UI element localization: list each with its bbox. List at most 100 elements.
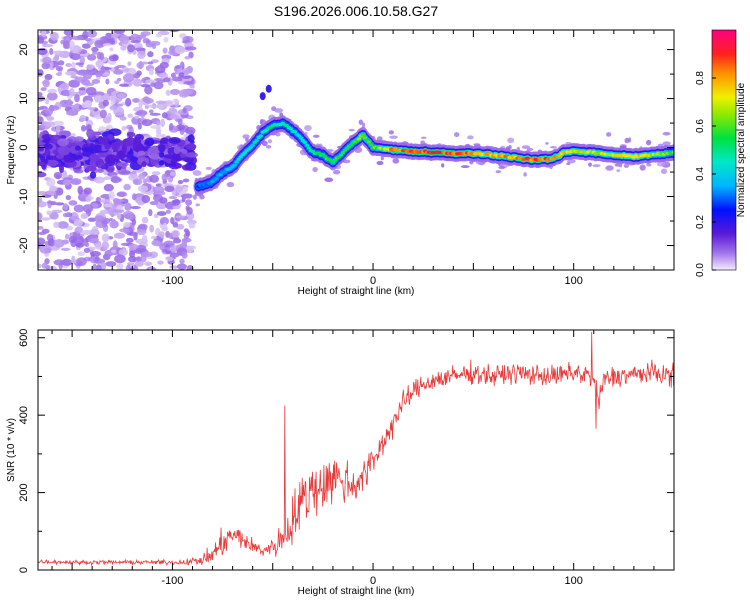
spectrogram-cell: [64, 233, 70, 240]
spectrogram-cell: [151, 59, 159, 64]
spectrogram-cell: [169, 114, 180, 120]
spectrogram-cell: [168, 123, 174, 131]
spectrogram-cell: [265, 84, 272, 93]
spectrogram-cell: [181, 164, 191, 171]
spectrogram-cell: [108, 55, 119, 62]
spectrogram-cell: [177, 119, 183, 126]
spectrogram-cell: [123, 183, 131, 191]
spectrogram-cell: [161, 112, 168, 119]
snr-frame: [37, 329, 675, 571]
spectrogram-cell: [63, 154, 72, 162]
spectrogram-cell: [98, 136, 109, 145]
spectrogram-cell: [639, 164, 646, 171]
spectrogram-cell: [151, 43, 157, 50]
spectrogram-cell: [91, 79, 101, 84]
spectrogram-cell: [68, 235, 78, 244]
spectrogram-cell: [42, 56, 52, 64]
spectrogram-cell: [38, 161, 46, 166]
spectrogram-cell: [116, 191, 127, 197]
spectrogram-cell: [134, 261, 144, 267]
spectrogram-cell: [81, 229, 93, 235]
spectrogram-cell: [47, 238, 56, 247]
spectrogram-cell: [121, 125, 127, 131]
spectrogram-cell: [149, 112, 161, 116]
spectrogram-cell: [174, 46, 186, 54]
spectrogram-cell: [82, 71, 92, 80]
spectrogram-cell: [83, 187, 93, 195]
spectrogram-cell: [91, 51, 98, 55]
spectrogram-cell: [130, 40, 141, 44]
spectrogram-cell: [53, 171, 63, 179]
plot-marks: [38, 30, 674, 270]
spectrogram-cell: [182, 186, 188, 193]
spectrogram-cell: [38, 231, 47, 236]
spectrogram-cell: [149, 224, 155, 233]
spectrogram-cell: [121, 144, 127, 154]
spectrogram-cell: [110, 249, 117, 254]
spectrogram-cell: [56, 72, 63, 77]
spectrogram-cell: [155, 100, 167, 105]
spectrogram-cell: [605, 165, 614, 171]
spectrogram-cell: [158, 144, 166, 153]
spectrogram-cell: [111, 218, 117, 226]
spectrogram-cell: [38, 197, 43, 204]
spectrogram-cell: [95, 60, 104, 68]
spectrogram-cell: [144, 85, 153, 95]
snr-xlabel: Height of straight line (km): [298, 586, 415, 597]
spectrogram-cell: [137, 122, 142, 130]
spectrogram-cell: [96, 264, 102, 270]
spectrogram-cell: [49, 185, 58, 192]
spectrogram-cell: [453, 132, 460, 138]
spectrogram-cell: [38, 92, 43, 97]
spectrogram-cell: [150, 235, 157, 240]
spectrogram-cell: [44, 121, 56, 128]
spectrogram-cell: [85, 165, 97, 172]
spectrogram-cell: [73, 104, 80, 110]
spectrogram-cell: [107, 96, 114, 101]
spectrogram-cell: [86, 54, 97, 61]
spectrogram-cell: [360, 133, 366, 137]
spectrogram-cell: [161, 173, 169, 182]
spectrogram-cell: [137, 185, 149, 192]
spectrogram-cell: [57, 85, 63, 93]
spectrogram-cell: [170, 216, 175, 225]
spectrogram-cell: [71, 255, 76, 264]
spectrogram-cell: [84, 100, 93, 108]
snr-xtick-label: 100: [565, 575, 583, 587]
spectrogram-cell: [128, 243, 139, 250]
spectrogram-cell: [172, 198, 181, 206]
spectrogram-cell: [189, 84, 195, 89]
spectrogram-cell: [47, 88, 58, 94]
spectrogram-cell: [185, 126, 196, 135]
spectrogram-cell: [44, 73, 53, 81]
spectrogram-cell: [65, 62, 72, 67]
spectrogram-cell: [57, 60, 65, 66]
spectrogram-cell: [304, 124, 312, 132]
spectrogram-cell: [107, 134, 114, 139]
spectrogram-cell: [71, 35, 84, 41]
spectrogram-cell: [182, 89, 194, 95]
spectrogram-cell: [163, 36, 169, 43]
spectrogram-cell: [176, 263, 187, 270]
spectrogram-cell: [63, 30, 74, 36]
spectrogram-cell: [657, 143, 664, 147]
spectrogram-cell: [84, 242, 90, 248]
spectrogram-cell: [38, 171, 47, 178]
spectrogram-cell: [93, 144, 102, 154]
spectrogram-cell: [118, 248, 129, 256]
spectrogram-cell: [148, 68, 154, 76]
spectrogram-cell: [64, 70, 77, 76]
spectrogram-cell: [46, 178, 56, 187]
spectrogram-cell: [105, 154, 118, 162]
spectrogram-cell: [71, 61, 76, 70]
spectrogram-cell: [81, 156, 89, 161]
spectrogram-cell: [62, 213, 70, 218]
spectrogram-cell: [358, 119, 363, 125]
spectrogram-cell: [47, 155, 54, 160]
spectrogram-cell: [94, 215, 105, 222]
spectrogram-cell: [125, 97, 132, 107]
spectrogram-cell: [120, 45, 127, 51]
spectrogram-cell: [110, 176, 121, 184]
spectrogram-cell: [105, 261, 117, 267]
spectrogram-cell: [140, 83, 151, 88]
